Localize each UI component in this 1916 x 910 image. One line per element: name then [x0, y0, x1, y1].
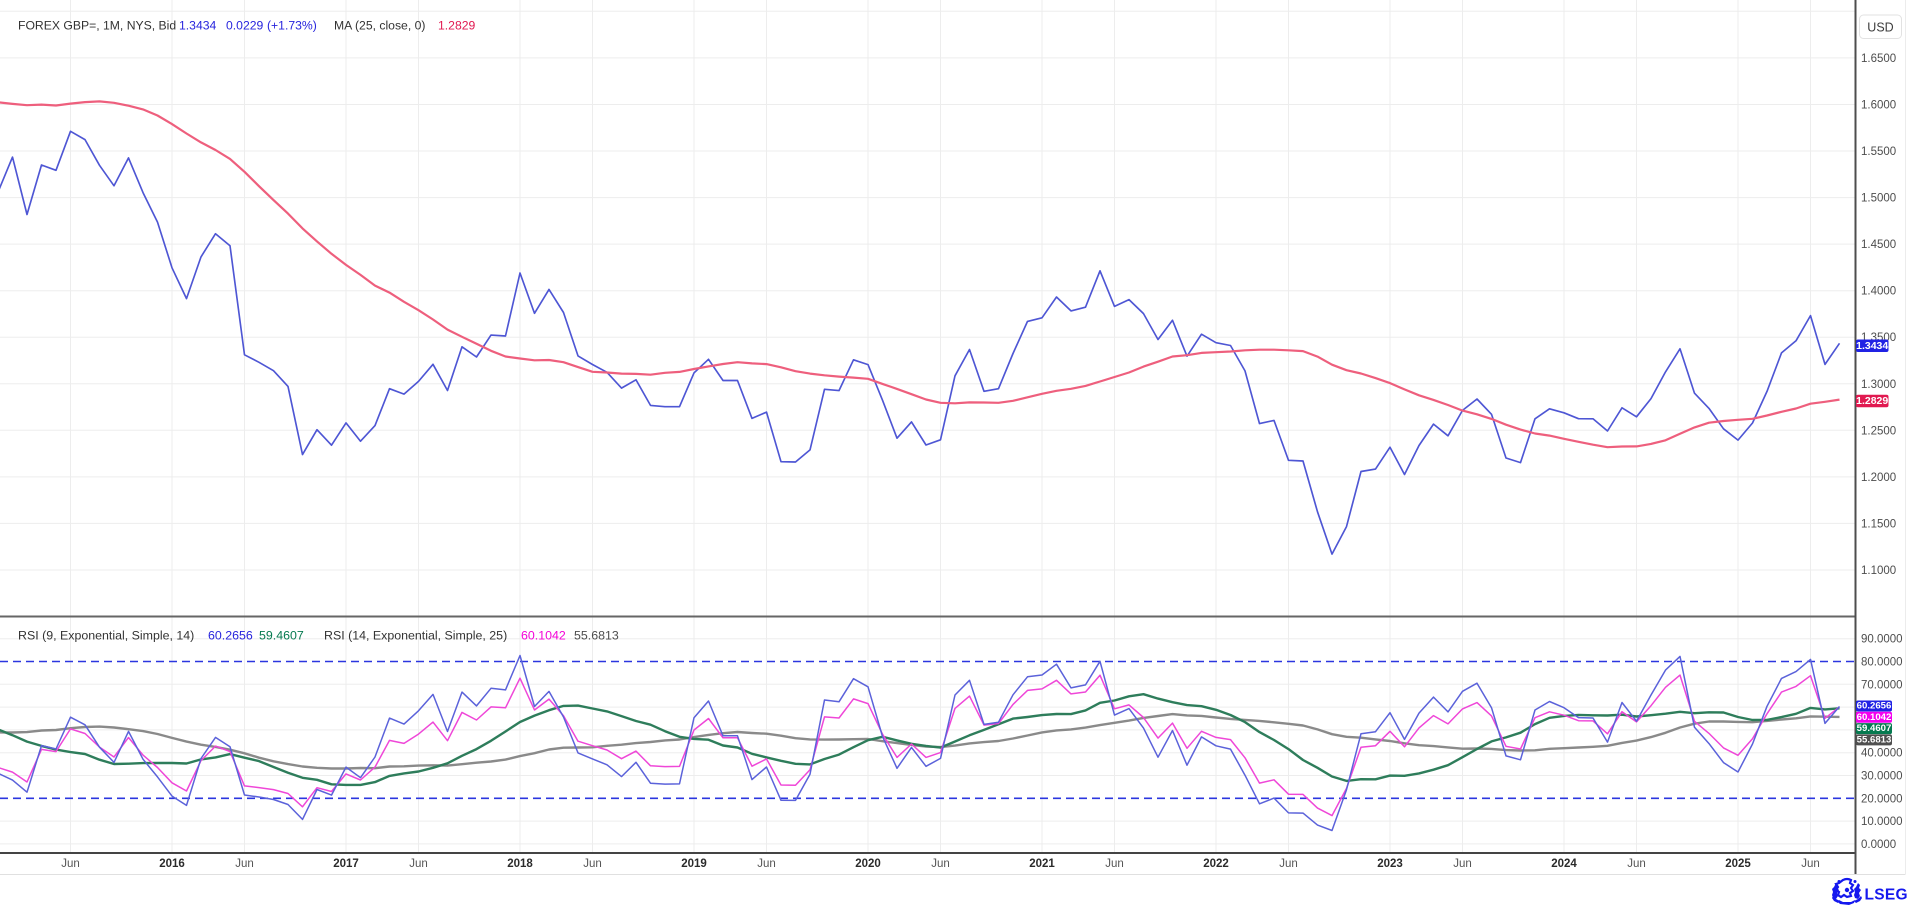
svg-text:2016: 2016	[159, 858, 185, 870]
svg-text:1.5500: 1.5500	[1861, 146, 1896, 158]
svg-text:0.0000: 0.0000	[1861, 839, 1896, 851]
svg-text:Jun: Jun	[1279, 858, 1298, 870]
svg-text:59.4607: 59.4607	[1857, 723, 1892, 734]
svg-text:Jun: Jun	[1801, 858, 1820, 870]
svg-text:Jun: Jun	[409, 858, 428, 870]
svg-text:55.6813: 55.6813	[574, 629, 619, 643]
svg-text:2025: 2025	[1725, 858, 1751, 870]
svg-text:30.0000: 30.0000	[1861, 771, 1903, 783]
svg-text:Jun: Jun	[61, 858, 80, 870]
svg-text:40.0000: 40.0000	[1861, 748, 1903, 760]
svg-text:1.2829: 1.2829	[1856, 395, 1888, 407]
svg-text:Jun: Jun	[757, 858, 776, 870]
svg-text:70.0000: 70.0000	[1861, 679, 1903, 691]
svg-text:(+1.73%): (+1.73%)	[267, 19, 317, 33]
svg-text:60.1042: 60.1042	[521, 629, 566, 643]
svg-text:1.2000: 1.2000	[1861, 472, 1896, 484]
svg-text:60.2656: 60.2656	[208, 629, 253, 643]
svg-text:Jun: Jun	[235, 858, 254, 870]
svg-text:20.0000: 20.0000	[1861, 793, 1903, 805]
svg-text:2021: 2021	[1029, 858, 1055, 870]
svg-text:2017: 2017	[333, 858, 359, 870]
svg-text:Jun: Jun	[583, 858, 602, 870]
svg-text:FOREX GBP=, 1M, NYS, Bid: FOREX GBP=, 1M, NYS, Bid	[18, 19, 176, 33]
svg-text:55.6813: 55.6813	[1857, 734, 1892, 745]
svg-text:1.3434: 1.3434	[1856, 340, 1888, 352]
svg-text:2019: 2019	[681, 858, 707, 870]
svg-text:Jun: Jun	[1453, 858, 1472, 870]
svg-text:1.2500: 1.2500	[1861, 425, 1896, 437]
svg-text:2022: 2022	[1203, 858, 1229, 870]
svg-text:60.1042: 60.1042	[1857, 712, 1892, 723]
svg-text:2020: 2020	[855, 858, 881, 870]
svg-text:1.6000: 1.6000	[1861, 100, 1896, 112]
svg-text:1.2829: 1.2829	[438, 19, 475, 33]
svg-text:Jun: Jun	[1105, 858, 1124, 870]
svg-text:2024: 2024	[1551, 858, 1577, 870]
svg-text:59.4607: 59.4607	[259, 629, 304, 643]
svg-text:1.3434: 1.3434	[179, 19, 216, 33]
svg-text:1.1000: 1.1000	[1861, 565, 1896, 577]
svg-text:60.2656: 60.2656	[1857, 701, 1892, 712]
svg-text:1.1500: 1.1500	[1861, 518, 1896, 530]
svg-text:USD: USD	[1867, 21, 1893, 35]
svg-text:MA (25, close, 0): MA (25, close, 0)	[334, 19, 425, 33]
svg-text:1.5000: 1.5000	[1861, 193, 1896, 205]
svg-text:1.6500: 1.6500	[1861, 53, 1896, 65]
svg-text:Jun: Jun	[931, 858, 950, 870]
svg-text:RSI (14, Exponential, Simple,: RSI (14, Exponential, Simple, 25)	[324, 629, 507, 643]
svg-text:1.4500: 1.4500	[1861, 239, 1896, 251]
svg-text:90.0000: 90.0000	[1861, 634, 1903, 646]
svg-text:LSEG: LSEG	[1865, 887, 1908, 904]
svg-text:Jun: Jun	[1627, 858, 1646, 870]
svg-text:1.4000: 1.4000	[1861, 286, 1896, 298]
svg-text:80.0000: 80.0000	[1861, 657, 1903, 669]
svg-text:1.3000: 1.3000	[1861, 379, 1896, 391]
svg-text:2023: 2023	[1377, 858, 1403, 870]
svg-text:2018: 2018	[507, 858, 533, 870]
svg-text:RSI (9, Exponential, Simple, 1: RSI (9, Exponential, Simple, 14)	[18, 629, 194, 643]
svg-text:0.0229: 0.0229	[226, 19, 263, 33]
svg-text:10.0000: 10.0000	[1861, 816, 1903, 828]
